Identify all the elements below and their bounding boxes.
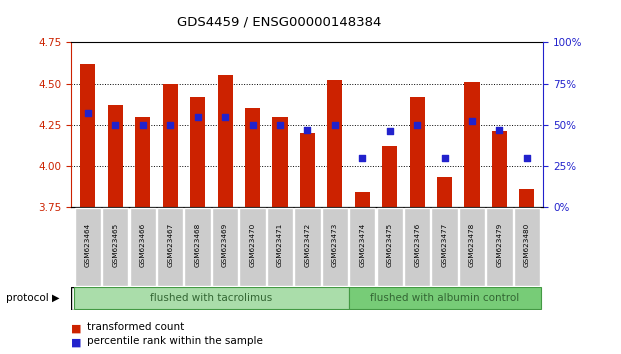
FancyBboxPatch shape: [376, 208, 403, 286]
FancyBboxPatch shape: [322, 208, 348, 286]
Text: GSM623471: GSM623471: [277, 223, 283, 268]
Text: protocol: protocol: [6, 293, 49, 303]
Point: [412, 122, 422, 128]
Text: GSM623474: GSM623474: [360, 223, 365, 268]
FancyBboxPatch shape: [348, 287, 541, 309]
Text: GSM623476: GSM623476: [414, 223, 420, 268]
Bar: [80, 64, 96, 207]
FancyBboxPatch shape: [184, 208, 211, 286]
Text: GSM623473: GSM623473: [332, 223, 338, 268]
FancyBboxPatch shape: [349, 208, 376, 286]
FancyBboxPatch shape: [514, 208, 540, 286]
FancyBboxPatch shape: [130, 208, 156, 286]
Point: [138, 122, 148, 128]
Text: GSM623467: GSM623467: [167, 223, 173, 268]
FancyBboxPatch shape: [404, 208, 430, 286]
Text: ▶: ▶: [52, 293, 59, 303]
Text: flushed with tacrolimus: flushed with tacrolimus: [150, 293, 273, 303]
FancyBboxPatch shape: [432, 208, 458, 286]
Text: GSM623472: GSM623472: [304, 223, 310, 268]
Bar: [492, 131, 507, 207]
FancyBboxPatch shape: [102, 208, 129, 286]
Text: GSM623468: GSM623468: [194, 223, 201, 268]
Point: [220, 114, 230, 119]
FancyBboxPatch shape: [459, 208, 485, 286]
Point: [165, 122, 175, 128]
Text: GSM623465: GSM623465: [112, 223, 119, 268]
Bar: [163, 84, 178, 207]
Text: ■: ■: [71, 338, 82, 348]
FancyBboxPatch shape: [486, 208, 513, 286]
FancyBboxPatch shape: [212, 208, 238, 286]
Text: GSM623479: GSM623479: [496, 223, 502, 268]
Text: GSM623478: GSM623478: [469, 223, 475, 268]
Point: [357, 155, 367, 161]
Point: [83, 110, 93, 116]
Text: percentile rank within the sample: percentile rank within the sample: [87, 336, 263, 346]
Bar: [410, 97, 425, 207]
Bar: [273, 116, 288, 207]
Point: [275, 122, 285, 128]
Bar: [190, 97, 205, 207]
FancyBboxPatch shape: [294, 208, 320, 286]
Text: ■: ■: [71, 324, 82, 334]
Text: GSM623475: GSM623475: [387, 223, 392, 268]
FancyBboxPatch shape: [157, 208, 183, 286]
Point: [330, 122, 340, 128]
Text: GSM623477: GSM623477: [442, 223, 448, 268]
Point: [440, 155, 450, 161]
Text: GDS4459 / ENSG00000148384: GDS4459 / ENSG00000148384: [177, 16, 382, 29]
Text: transformed count: transformed count: [87, 322, 184, 332]
FancyBboxPatch shape: [267, 208, 293, 286]
Point: [302, 127, 312, 132]
Point: [467, 119, 477, 124]
Text: GSM623469: GSM623469: [222, 223, 228, 268]
Bar: [355, 192, 370, 207]
Bar: [382, 146, 397, 207]
Point: [494, 127, 504, 132]
Point: [385, 129, 395, 134]
Bar: [245, 108, 260, 207]
Bar: [519, 189, 535, 207]
Point: [248, 122, 258, 128]
Text: GSM623466: GSM623466: [140, 223, 146, 268]
Point: [193, 114, 202, 119]
Bar: [437, 177, 452, 207]
Text: GSM623480: GSM623480: [524, 223, 530, 268]
FancyBboxPatch shape: [75, 208, 101, 286]
Bar: [217, 75, 233, 207]
Bar: [465, 82, 479, 207]
Bar: [327, 80, 342, 207]
Bar: [135, 116, 150, 207]
Text: GSM623464: GSM623464: [85, 223, 91, 268]
FancyBboxPatch shape: [74, 287, 348, 309]
Bar: [108, 105, 123, 207]
Text: flushed with albumin control: flushed with albumin control: [370, 293, 519, 303]
Text: GSM623470: GSM623470: [250, 223, 255, 268]
FancyBboxPatch shape: [239, 208, 266, 286]
Bar: [300, 133, 315, 207]
Point: [522, 155, 532, 161]
Point: [111, 122, 120, 128]
